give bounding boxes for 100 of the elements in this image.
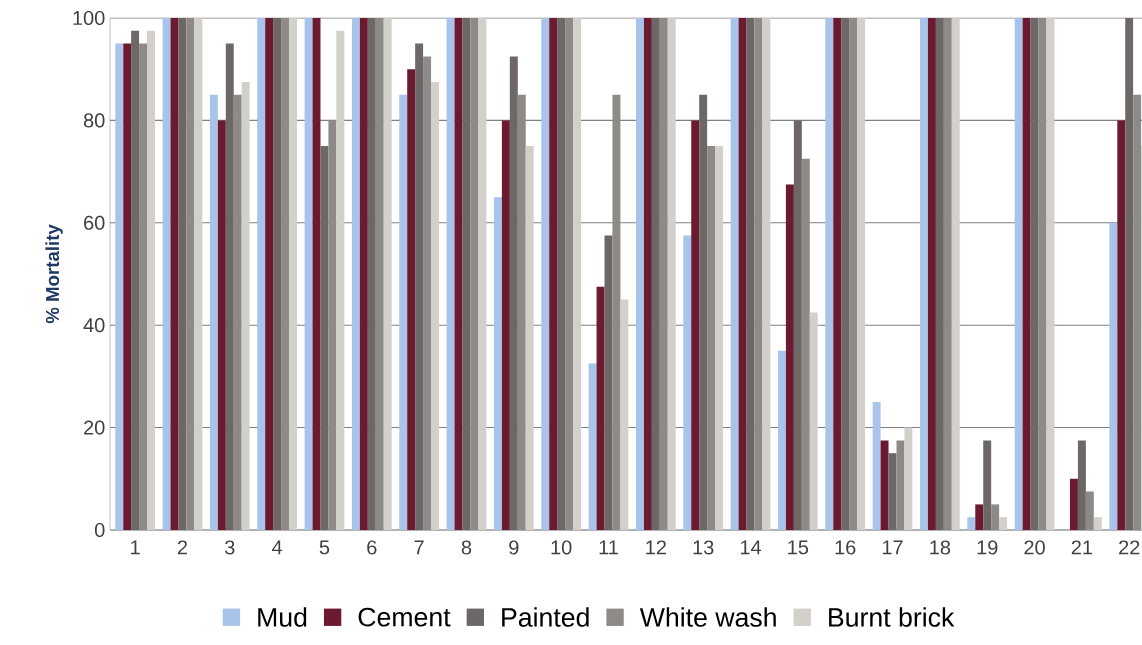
- bar: [1117, 120, 1126, 530]
- x-tick-label: 5: [319, 540, 330, 555]
- bar: [691, 120, 700, 530]
- bar: [872, 401, 881, 530]
- bar: [904, 427, 913, 530]
- bar: [217, 120, 226, 530]
- y-tick-label: 80: [83, 113, 105, 128]
- bar: [762, 17, 771, 530]
- bar: [738, 17, 747, 530]
- bar: [320, 145, 329, 530]
- bar: [351, 17, 360, 530]
- x-tick-label: 2: [177, 540, 187, 555]
- bar: [635, 17, 644, 530]
- bar: [257, 17, 266, 530]
- bar: [178, 17, 187, 530]
- bar: [225, 43, 234, 530]
- y-tick-label: 20: [84, 420, 105, 435]
- bar: [549, 17, 558, 530]
- y-axis-title: % Mortality: [45, 224, 63, 324]
- bar: [643, 17, 652, 530]
- bar: [415, 43, 424, 530]
- bar: [383, 17, 392, 530]
- bar: [573, 17, 582, 530]
- x-tick-label: 7: [414, 540, 424, 555]
- bar: [699, 94, 708, 530]
- x-tick-label: 17: [882, 540, 903, 555]
- bar: [975, 504, 984, 530]
- bar: [336, 30, 345, 530]
- bar: [1022, 17, 1031, 530]
- bar: [359, 17, 368, 530]
- bar: [983, 440, 992, 530]
- x-tick-label: 8: [461, 540, 472, 555]
- bar: [1109, 222, 1118, 530]
- bar: [289, 17, 297, 530]
- bar: [147, 30, 155, 530]
- bar: [888, 453, 897, 530]
- bar: [919, 17, 928, 530]
- bar: [462, 17, 471, 530]
- bar: [620, 299, 629, 530]
- bar: [265, 17, 274, 530]
- x-tick-label: 18: [930, 540, 951, 555]
- y-tick-label: 60: [84, 215, 105, 230]
- x-tick-label: 16: [835, 540, 856, 555]
- bar: [999, 517, 1008, 530]
- legend-label: Cement: [358, 607, 451, 627]
- y-tick-label: 40: [83, 318, 105, 333]
- x-tick-label: 13: [693, 540, 714, 555]
- bar: [730, 17, 739, 530]
- bar: [880, 440, 889, 530]
- bar: [777, 350, 786, 530]
- y-tick-label: 100: [73, 10, 105, 26]
- bar: [493, 197, 502, 530]
- bar: [131, 30, 140, 530]
- legend-label: Mud: [258, 607, 307, 627]
- x-tick-label: 19: [977, 540, 998, 555]
- x-tick-label: 10: [551, 540, 572, 555]
- bar: [793, 120, 802, 530]
- x-tick-label: 12: [646, 540, 666, 555]
- bar: [1014, 17, 1023, 530]
- bar: [951, 17, 960, 530]
- bar: [399, 94, 408, 530]
- bar: [1046, 17, 1055, 530]
- x-tick-label: 21: [1071, 540, 1093, 555]
- bar: [407, 69, 416, 530]
- bar: [304, 17, 313, 530]
- bar: [588, 363, 597, 530]
- x-tick-label: 15: [788, 540, 809, 555]
- bar: [194, 17, 203, 530]
- bar: [927, 17, 936, 530]
- bar: [367, 17, 376, 530]
- x-tick-label: 1: [131, 540, 140, 555]
- legend-label: Painted: [502, 607, 589, 627]
- bar: [715, 145, 724, 530]
- y-tick-label: 0: [94, 522, 105, 538]
- legend-label: Burnt brick: [829, 607, 955, 627]
- x-tick-label: 20: [1024, 540, 1045, 555]
- bar: [1093, 517, 1102, 530]
- bar: [273, 17, 282, 530]
- legend-label: White wash: [639, 607, 776, 627]
- x-tick-label: 4: [272, 540, 283, 555]
- bar: [857, 17, 866, 530]
- x-tick-label: 22: [1119, 540, 1140, 555]
- bar: [651, 17, 660, 530]
- bar: [541, 17, 550, 530]
- bar: [967, 517, 976, 530]
- bar: [785, 184, 794, 530]
- bar: [683, 235, 692, 530]
- bar: [1077, 440, 1086, 530]
- bar: [446, 17, 455, 530]
- x-tick-label: 14: [740, 540, 762, 555]
- bar: [162, 17, 171, 530]
- bar: [1069, 478, 1078, 530]
- bar: [525, 145, 534, 530]
- bar: [833, 17, 842, 530]
- bar: [557, 17, 566, 530]
- x-tick-label: 9: [509, 540, 519, 555]
- bar: [667, 17, 676, 530]
- bar: [509, 56, 518, 530]
- bar: [209, 94, 218, 530]
- bar: [478, 17, 487, 530]
